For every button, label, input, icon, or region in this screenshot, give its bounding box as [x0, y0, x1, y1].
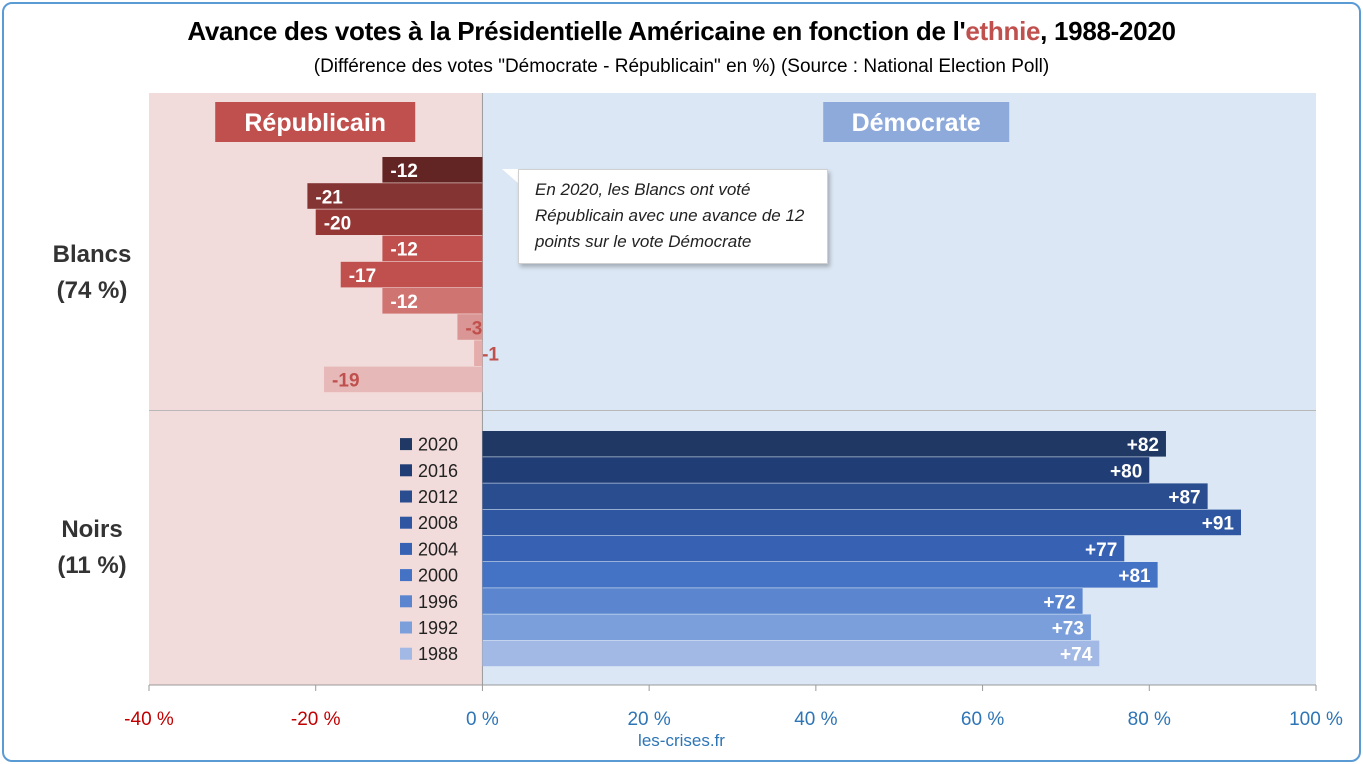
bar-blancs-1992: [474, 340, 483, 366]
bar-noirs-2020: [482, 431, 1166, 457]
bar-noirs-1988: [482, 640, 1100, 667]
title-highlight: ethnie: [965, 16, 1041, 46]
category-share-noirs: (11 %): [57, 552, 127, 579]
x-tick-label-3: 20 %: [627, 709, 670, 730]
x-tick-label-1: -20 %: [291, 709, 341, 730]
legend-swatch-2008: [400, 516, 412, 529]
x-tick-label-0: -40 %: [124, 709, 174, 730]
legend-label-2012: 2012: [418, 487, 458, 507]
legend-label-2020: 2020: [418, 435, 458, 455]
democrat-badge-label: Démocrate: [852, 109, 981, 137]
annotation-callout: En 2020, les Blancs ont voté Républicain…: [518, 169, 828, 264]
data-label-blancs-2012: -20: [324, 214, 351, 235]
legend-swatch-1988: [400, 647, 412, 660]
data-label-noirs-2016: +80: [1110, 461, 1142, 482]
data-label-noirs-1996: +72: [1043, 592, 1075, 613]
legend-swatch-1992: [400, 621, 412, 634]
bar-noirs-2004: [482, 535, 1125, 562]
data-label-blancs-2016: -21: [315, 187, 343, 208]
category-label-noirs: Noirs (11 %): [22, 512, 162, 584]
category-name-noirs: Noirs: [61, 516, 123, 543]
data-label-blancs-2008: -12: [390, 240, 417, 261]
source-credit: les-crises.fr: [638, 731, 725, 750]
annotation-pointer: [502, 169, 518, 183]
legend-label-2008: 2008: [418, 513, 458, 533]
republican-badge: [215, 102, 416, 142]
x-tick-label-7: 100 %: [1289, 709, 1343, 730]
bar-blancs-2000: [382, 288, 483, 314]
category-name-blancs: Blancs: [52, 241, 132, 268]
data-label-noirs-1992: +73: [1052, 619, 1084, 640]
legend-swatch-1996: [400, 595, 412, 608]
category-label-blancs: Blancs (74 %): [22, 237, 162, 309]
legend-label-1996: 1996: [418, 592, 458, 612]
legend-swatch-2020: [400, 438, 412, 451]
legend-label-2004: 2004: [418, 539, 458, 559]
data-label-blancs-2000: -12: [390, 292, 417, 313]
bar-noirs-2008: [482, 509, 1241, 536]
republican-badge-label: Républicain: [244, 109, 386, 137]
bar-noirs-2000: [482, 562, 1158, 588]
data-label-noirs-2004: +77: [1085, 540, 1117, 561]
bar-noirs-1992: [482, 614, 1091, 640]
legend-label-2000: 2000: [418, 566, 458, 586]
data-label-noirs-2020: +82: [1127, 435, 1159, 456]
data-label-blancs-2020: -12: [390, 161, 417, 182]
data-label-noirs-2012: +87: [1168, 488, 1200, 509]
data-label-blancs-1988: -19: [332, 371, 359, 392]
title-text-start: Avance des votes à la Présidentielle Amé…: [187, 16, 966, 46]
bar-blancs-2016: [307, 183, 483, 209]
legend-label-1992: 1992: [418, 618, 458, 638]
chart-subtitle: (Différence des votes "Démocrate - Répub…: [313, 56, 1050, 77]
x-tick-label-6: 80 %: [1128, 709, 1171, 730]
bar-blancs-2004: [340, 261, 483, 288]
x-tick-label-4: 40 %: [794, 709, 837, 730]
bar-noirs-2012: [482, 483, 1208, 509]
legend-swatch-2000: [400, 569, 412, 582]
title-text-end: , 1988-2020: [1040, 16, 1176, 46]
data-label-noirs-2000: +81: [1118, 566, 1151, 587]
data-label-blancs-1992: -1: [482, 345, 499, 366]
democrat-badge: [823, 102, 1010, 142]
x-tick-label-5: 60 %: [961, 709, 1004, 730]
legend-label-1988: 1988: [418, 644, 458, 664]
legend-label-2016: 2016: [418, 461, 458, 481]
data-label-blancs-2004: -17: [349, 266, 376, 287]
x-tick-label-2: 0 %: [466, 709, 499, 730]
bar-blancs-2012: [315, 209, 483, 235]
legend-swatch-2004: [400, 542, 412, 555]
legend-swatch-2012: [400, 490, 412, 503]
bar-blancs-2008: [382, 235, 483, 262]
data-label-noirs-2008: +91: [1202, 514, 1235, 535]
bar-blancs-2020: [382, 157, 483, 183]
data-label-noirs-1988: +74: [1060, 645, 1093, 666]
legend-swatch-2016: [400, 464, 412, 477]
bar-noirs-2016: [482, 457, 1150, 483]
category-share-blancs: (74 %): [56, 277, 128, 304]
bar-noirs-1996: [482, 588, 1083, 614]
bar-blancs-1988: [324, 366, 483, 393]
bar-blancs-1996: [457, 314, 483, 340]
chart-title: Avance des votes à la Présidentielle Amé…: [0, 16, 1363, 47]
data-label-blancs-1996: -3: [465, 318, 482, 339]
